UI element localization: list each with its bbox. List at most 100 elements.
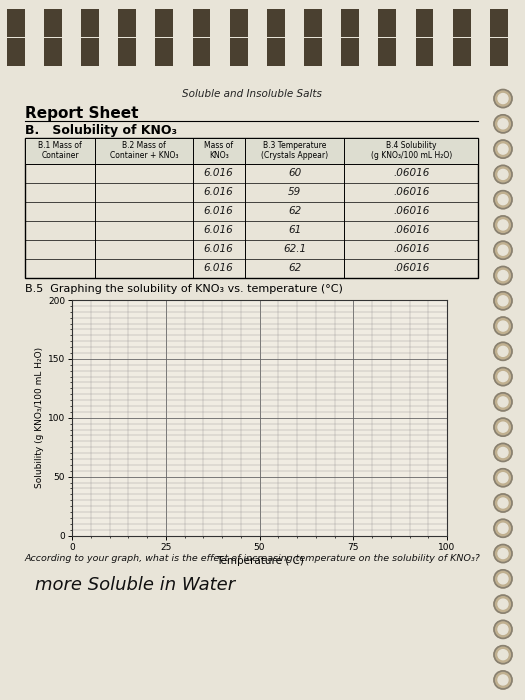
Bar — [267, 38, 285, 66]
Bar — [453, 9, 470, 36]
Circle shape — [494, 165, 512, 183]
Bar — [230, 9, 248, 36]
Bar — [193, 9, 211, 36]
Circle shape — [498, 119, 508, 129]
Text: 61: 61 — [288, 225, 301, 235]
Circle shape — [494, 190, 512, 209]
Circle shape — [494, 418, 512, 436]
Bar — [44, 38, 62, 66]
Text: .06016: .06016 — [393, 263, 429, 274]
Bar — [304, 9, 322, 36]
Circle shape — [498, 321, 508, 331]
Bar — [490, 38, 508, 66]
Text: 6.016: 6.016 — [204, 225, 234, 235]
Text: B.4 Solubility
(g KNO₃/100 mL H₂O): B.4 Solubility (g KNO₃/100 mL H₂O) — [371, 141, 452, 160]
Circle shape — [498, 650, 508, 659]
Text: B.5  Graphing the solubility of KNO₃ vs. temperature (°C): B.5 Graphing the solubility of KNO₃ vs. … — [25, 284, 343, 294]
Circle shape — [498, 144, 508, 154]
Text: B.3 Temperature
(Crystals Appear): B.3 Temperature (Crystals Appear) — [261, 141, 328, 160]
Circle shape — [494, 90, 512, 108]
Circle shape — [494, 115, 512, 133]
Text: B.   Solubility of KNO₃: B. Solubility of KNO₃ — [25, 124, 177, 136]
Circle shape — [498, 346, 508, 356]
Bar — [118, 38, 136, 66]
Circle shape — [498, 447, 508, 458]
Circle shape — [498, 473, 508, 483]
Text: 62: 62 — [288, 263, 301, 274]
Circle shape — [494, 292, 512, 310]
Bar — [155, 38, 173, 66]
Text: .06016: .06016 — [393, 206, 429, 216]
Bar — [453, 38, 470, 66]
Text: According to your graph, what is the effect of increasing temperature on the sol: According to your graph, what is the eff… — [25, 554, 481, 563]
Text: 6.016: 6.016 — [204, 188, 234, 197]
Circle shape — [498, 574, 508, 584]
Text: B.2 Mass of
Container + KNO₃: B.2 Mass of Container + KNO₃ — [110, 141, 178, 160]
Circle shape — [494, 469, 512, 486]
Circle shape — [494, 342, 512, 360]
Bar — [25, 138, 478, 164]
Circle shape — [494, 494, 512, 512]
Circle shape — [494, 241, 512, 259]
Circle shape — [494, 267, 512, 284]
Text: 6.016: 6.016 — [204, 206, 234, 216]
Bar — [379, 9, 396, 36]
Bar — [118, 9, 136, 36]
Y-axis label: Solubility (g KNO₃/100 mL H₂O): Solubility (g KNO₃/100 mL H₂O) — [35, 347, 44, 489]
Circle shape — [494, 368, 512, 386]
Circle shape — [498, 245, 508, 255]
Circle shape — [498, 422, 508, 432]
Text: Soluble and Insoluble Salts: Soluble and Insoluble Salts — [182, 88, 322, 99]
Circle shape — [498, 220, 508, 230]
Circle shape — [498, 524, 508, 533]
Circle shape — [494, 545, 512, 563]
Bar — [490, 9, 508, 36]
Bar — [25, 138, 478, 278]
Text: 62: 62 — [288, 206, 301, 216]
Circle shape — [498, 270, 508, 281]
Circle shape — [494, 570, 512, 588]
Circle shape — [498, 94, 508, 104]
Text: .06016: .06016 — [393, 225, 429, 235]
Bar — [379, 38, 396, 66]
Circle shape — [494, 393, 512, 411]
Circle shape — [494, 216, 512, 234]
Circle shape — [494, 671, 512, 689]
Circle shape — [494, 317, 512, 335]
Text: .06016: .06016 — [393, 244, 429, 254]
Circle shape — [498, 169, 508, 179]
Circle shape — [498, 675, 508, 685]
Bar — [193, 38, 211, 66]
Bar — [341, 38, 359, 66]
Circle shape — [498, 549, 508, 559]
Circle shape — [494, 595, 512, 613]
Text: Report Sheet: Report Sheet — [25, 106, 139, 120]
Circle shape — [498, 498, 508, 508]
Text: .06016: .06016 — [393, 168, 429, 178]
Circle shape — [498, 296, 508, 306]
Text: more Soluble in Water: more Soluble in Water — [35, 575, 235, 594]
Bar — [81, 38, 99, 66]
X-axis label: Temperature ( C): Temperature ( C) — [216, 556, 303, 566]
Circle shape — [498, 195, 508, 204]
Text: 6.016: 6.016 — [204, 263, 234, 274]
Text: .06016: .06016 — [393, 188, 429, 197]
Circle shape — [498, 599, 508, 609]
Bar — [44, 9, 62, 36]
Circle shape — [498, 372, 508, 382]
Text: B.1 Mass of
Container: B.1 Mass of Container — [38, 141, 82, 160]
Bar — [81, 9, 99, 36]
Circle shape — [494, 620, 512, 638]
Text: 59: 59 — [288, 188, 301, 197]
Bar — [415, 38, 433, 66]
Circle shape — [494, 140, 512, 158]
Bar — [155, 9, 173, 36]
Bar — [304, 38, 322, 66]
Bar — [341, 9, 359, 36]
Circle shape — [498, 397, 508, 407]
Text: 62.1: 62.1 — [283, 244, 306, 254]
Bar — [415, 9, 433, 36]
Circle shape — [494, 443, 512, 461]
Circle shape — [498, 624, 508, 634]
Text: 6.016: 6.016 — [204, 168, 234, 178]
